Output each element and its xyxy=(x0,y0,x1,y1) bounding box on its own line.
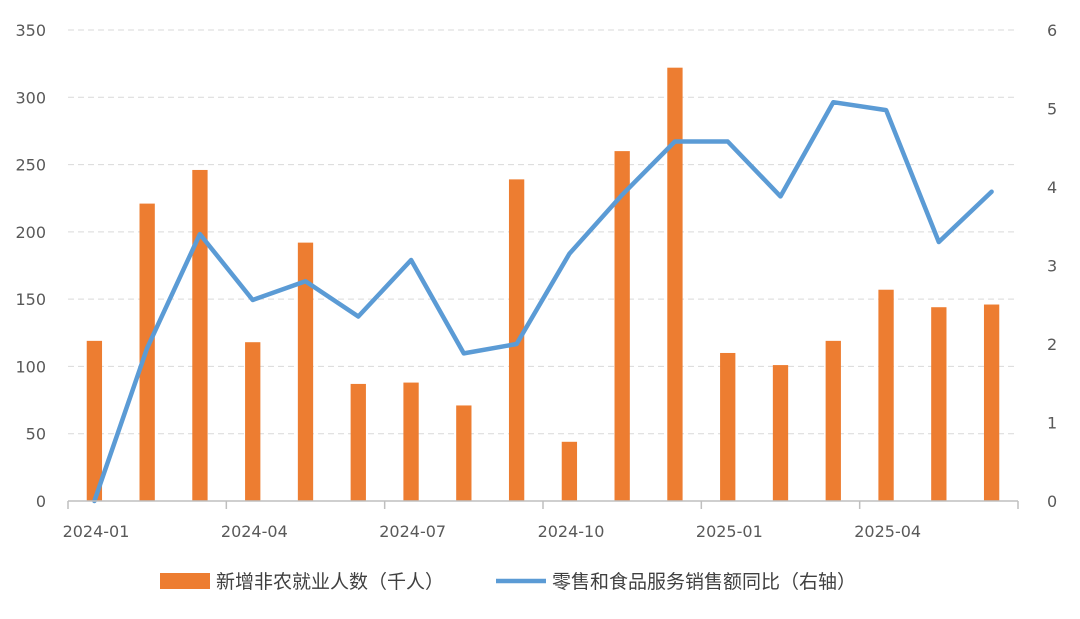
line-series xyxy=(92,99,994,504)
x-tick-label: 2024-04 xyxy=(221,522,288,541)
bar xyxy=(720,352,736,501)
bar xyxy=(561,441,578,501)
bar xyxy=(456,405,472,501)
bar xyxy=(983,304,1000,501)
bar xyxy=(614,151,630,501)
bar xyxy=(403,382,419,501)
x-axis-ticks: 2024-01 2024-04 2024-07 2024-10 2025-01 2025-… xyxy=(63,522,922,541)
y-right-tick-label: 6 xyxy=(1047,21,1057,40)
bar xyxy=(667,67,683,502)
bar xyxy=(772,365,789,501)
y-left-tick-label: 250 xyxy=(15,156,46,175)
gridlines xyxy=(68,29,1018,435)
y-axis-left-ticks: 0 50 100 150 200 250 300 350 xyxy=(15,21,46,511)
bar xyxy=(931,307,947,501)
bar xyxy=(192,169,208,501)
y-left-tick-label: 50 xyxy=(26,425,46,444)
axes xyxy=(67,500,1019,509)
x-tick-label: 2024-07 xyxy=(379,522,446,541)
legend: 新增非农就业人数（千人） 零售和食品服务销售额同比（右轴） xyxy=(160,571,856,593)
bar xyxy=(350,383,366,501)
legend-line-label: 零售和食品服务销售额同比（右轴） xyxy=(552,571,856,593)
y-left-tick-label: 150 xyxy=(15,290,46,309)
y-left-tick-label: 0 xyxy=(36,492,46,511)
y-left-tick-label: 350 xyxy=(15,21,46,40)
y-right-tick-label: 2 xyxy=(1047,335,1057,354)
line-path xyxy=(92,99,994,504)
y-left-tick-label: 100 xyxy=(15,357,46,376)
y-right-tick-label: 1 xyxy=(1047,414,1057,433)
bar xyxy=(297,242,314,501)
bar xyxy=(86,340,103,501)
x-tick-label: 2025-04 xyxy=(854,522,921,541)
legend-bar-swatch xyxy=(160,573,210,589)
y-left-tick-label: 200 xyxy=(15,223,46,242)
y-right-tick-label: 0 xyxy=(1047,492,1057,511)
y-left-tick-label: 300 xyxy=(15,88,46,107)
x-tick-label: 2025-01 xyxy=(696,522,763,541)
y-axis-right-ticks: 0 1 2 3 4 5 6 xyxy=(1047,21,1057,511)
y-right-tick-label: 5 xyxy=(1047,100,1057,119)
bar xyxy=(878,289,894,501)
bar xyxy=(245,342,261,501)
bar-series xyxy=(86,67,1000,502)
legend-bar-label: 新增非农就业人数（千人） xyxy=(216,571,444,593)
x-tick-label: 2024-01 xyxy=(63,522,130,541)
bar xyxy=(825,340,841,501)
y-right-tick-label: 4 xyxy=(1047,178,1057,197)
x-tick-label: 2024-10 xyxy=(538,522,605,541)
y-right-tick-label: 3 xyxy=(1047,257,1057,276)
